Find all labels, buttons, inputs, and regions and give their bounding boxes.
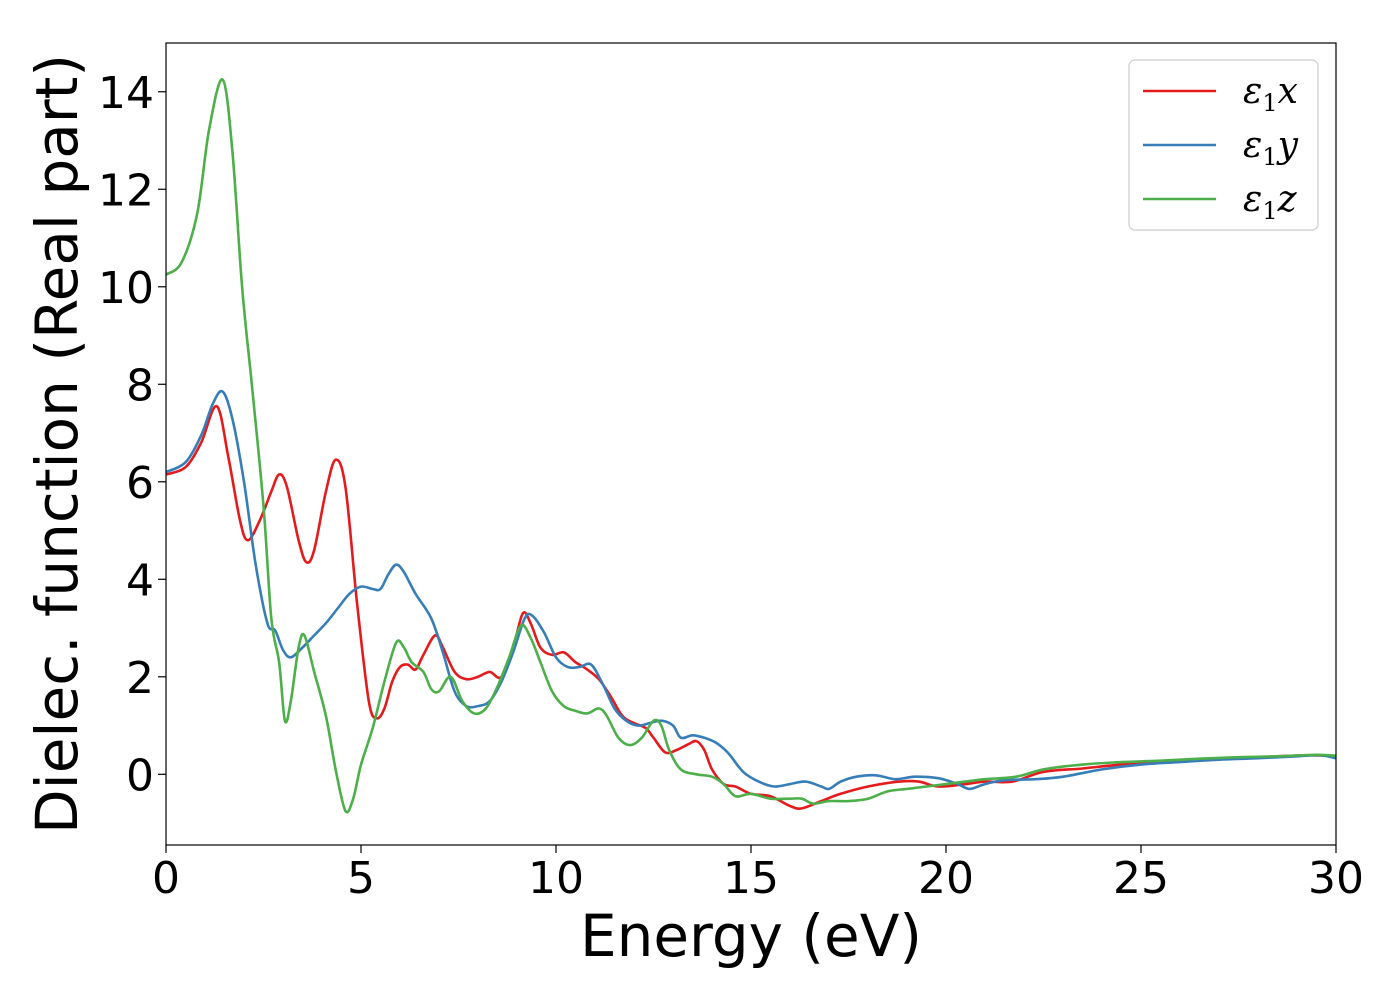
legend-label-symbol: ε: [1243, 125, 1262, 166]
legend-label-subscript: 1: [1262, 89, 1277, 117]
legend-item-x: ε1x: [1143, 71, 1298, 117]
y-tick-label: 0: [126, 750, 154, 801]
y-axis-title: Dielec. function (Real part): [23, 54, 91, 834]
y-tick-label: 8: [126, 360, 154, 411]
legend-label-suffix: y: [1276, 125, 1299, 166]
x-tick-label: 20: [918, 853, 974, 904]
legend-item-z: ε1z: [1143, 179, 1298, 225]
y-axis: 0 2 4 6 8 10 12 14: [98, 68, 166, 801]
legend-label-subscript: 1: [1262, 197, 1277, 225]
y-tick-label: 10: [98, 263, 154, 314]
x-axis: 0 5 10 15 20 25 30: [152, 845, 1364, 904]
legend-label: ε1z: [1243, 179, 1298, 225]
y-tick-label: 6: [126, 458, 154, 509]
x-tick-label: 5: [347, 853, 375, 904]
legend-label-suffix: x: [1278, 71, 1298, 112]
legend-label-symbol: ε: [1243, 71, 1262, 112]
x-tick-label: 0: [152, 853, 180, 904]
legend-label-suffix: z: [1277, 179, 1298, 220]
y-tick-label: 12: [98, 165, 154, 216]
x-tick-label: 25: [1113, 853, 1169, 904]
legend-item-y: ε1y: [1143, 125, 1299, 171]
legend-label-symbol: ε: [1243, 179, 1262, 220]
legend-label: ε1x: [1243, 71, 1298, 117]
series-line-x: [166, 404, 1336, 810]
y-tick-label: 14: [98, 68, 154, 119]
y-tick-label: 2: [126, 653, 154, 704]
x-tick-label: 10: [528, 853, 584, 904]
x-axis-title: Energy (eV): [580, 902, 922, 970]
x-tick-label: 15: [723, 853, 779, 904]
legend-box: [1128, 59, 1319, 231]
x-tick-label: 30: [1308, 853, 1364, 904]
series-line-z: [166, 78, 1336, 814]
y-tick-label: 4: [126, 555, 154, 606]
legend-label: ε1y: [1243, 125, 1299, 171]
series-line-y: [166, 389, 1336, 791]
legend-label-subscript: 1: [1262, 143, 1277, 171]
series-layer: [166, 78, 1336, 814]
